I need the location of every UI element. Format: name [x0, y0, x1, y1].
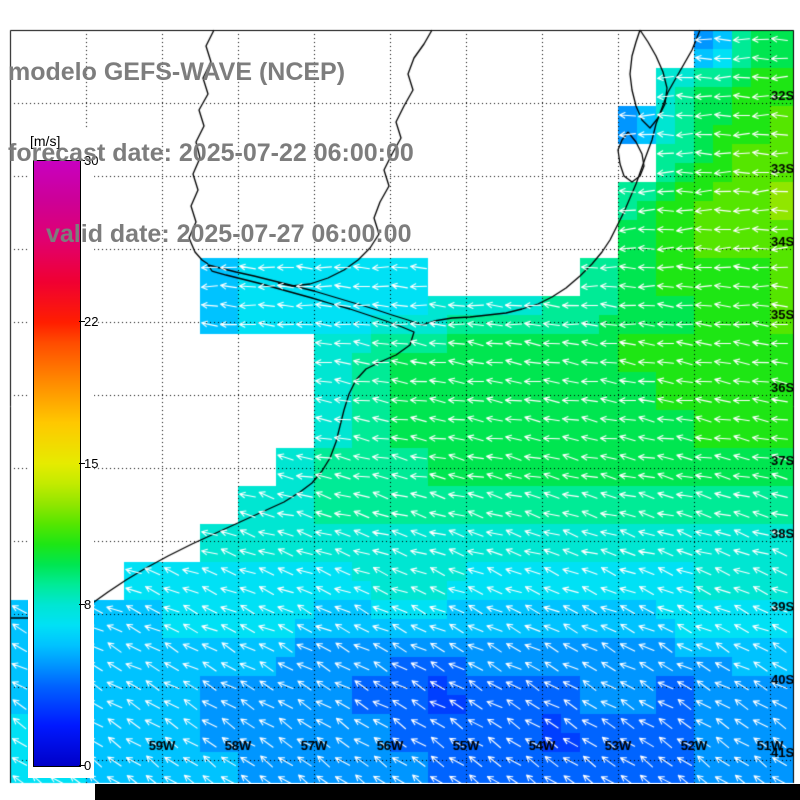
- colorbar-tick-label: 30: [84, 153, 99, 168]
- valid-date-line: valid date: 2025-07-27 06:00:00: [46, 220, 412, 248]
- colorbar-tick-label: 15: [84, 455, 99, 471]
- bottom-border-bar: [95, 784, 800, 800]
- colorbar-tick-label: 8: [84, 596, 92, 612]
- title-block: modelo GEFS-WAVE (NCEP) forecast date: 2…: [8, 5, 414, 302]
- colorbar-tick-mark: [79, 603, 85, 605]
- colorbar-tick-label: 0: [84, 758, 92, 773]
- model-title: modelo GEFS-WAVE (NCEP): [8, 58, 346, 86]
- colorbar-gradient: [33, 160, 81, 767]
- colorbar-tick-mark: [79, 765, 85, 766]
- forecast-date-line: forecast date: 2025-07-22 06:00:00: [8, 139, 414, 167]
- colorbar-units-label: [m/s]: [30, 133, 61, 149]
- colorbar-tick-mark: [79, 160, 85, 161]
- colorbar-tick-label: 22: [84, 314, 99, 330]
- colorbar-tick-mark: [79, 462, 85, 464]
- colorbar-tick-mark: [79, 321, 85, 323]
